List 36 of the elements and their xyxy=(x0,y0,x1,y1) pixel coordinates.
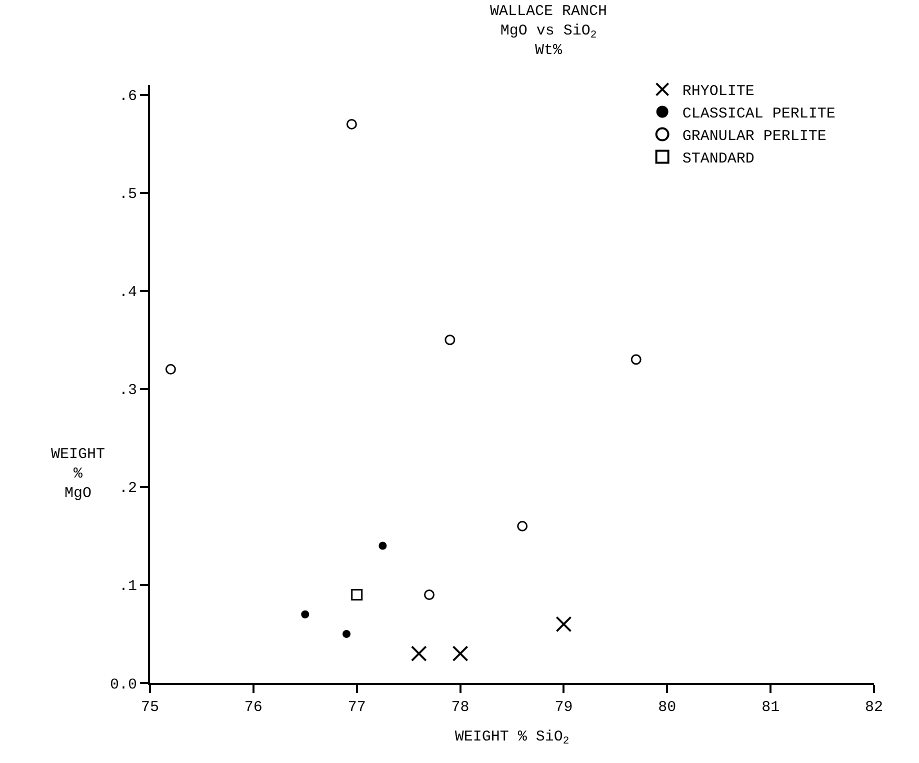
y-axis-title: WEIGHT % MgO xyxy=(51,446,106,502)
point xyxy=(301,610,310,618)
chart-title: WALLACE RANCH xyxy=(490,3,608,20)
x-tick-label: 75 xyxy=(140,699,160,716)
point xyxy=(452,646,468,662)
x-tick-label: 81 xyxy=(762,699,780,716)
y-tick-label: .6 xyxy=(118,88,137,106)
x-tick-label: 77 xyxy=(348,699,366,716)
legend-label: STANDARD xyxy=(682,150,754,168)
point xyxy=(165,364,176,375)
x-tick-label: 82 xyxy=(864,699,884,716)
point xyxy=(346,118,357,130)
point xyxy=(342,630,351,638)
point xyxy=(351,589,363,601)
x-tick-label: 80 xyxy=(658,699,676,716)
x-tick-label: 76 xyxy=(244,699,262,716)
point xyxy=(444,334,456,346)
legend-label: RHYOLITE xyxy=(682,83,754,100)
point xyxy=(517,520,528,532)
y-tick-label: .2 xyxy=(118,480,137,498)
y-tick-label: .5 xyxy=(118,186,137,204)
point xyxy=(424,590,435,600)
point xyxy=(556,616,572,632)
point xyxy=(378,542,387,550)
y-tick-label: .3 xyxy=(118,382,137,400)
text: MgO vs SiO$_{2}$ Wt% xyxy=(500,22,597,59)
y-tick-label: 0.0 xyxy=(110,676,137,694)
point xyxy=(630,354,642,365)
y-tick-label: .1 xyxy=(118,578,137,596)
x-axis-title: WEIGHT % SiO$_{2}$ xyxy=(454,728,570,748)
legend-label: CLASSICAL PERLITE xyxy=(682,106,836,123)
x-tick-label: 78 xyxy=(451,699,470,716)
x-tick-label: 79 xyxy=(554,699,573,716)
point xyxy=(410,646,427,662)
y-tick-label: .4 xyxy=(118,284,137,302)
legend-label: GRANULAR PERLITE xyxy=(682,128,826,146)
